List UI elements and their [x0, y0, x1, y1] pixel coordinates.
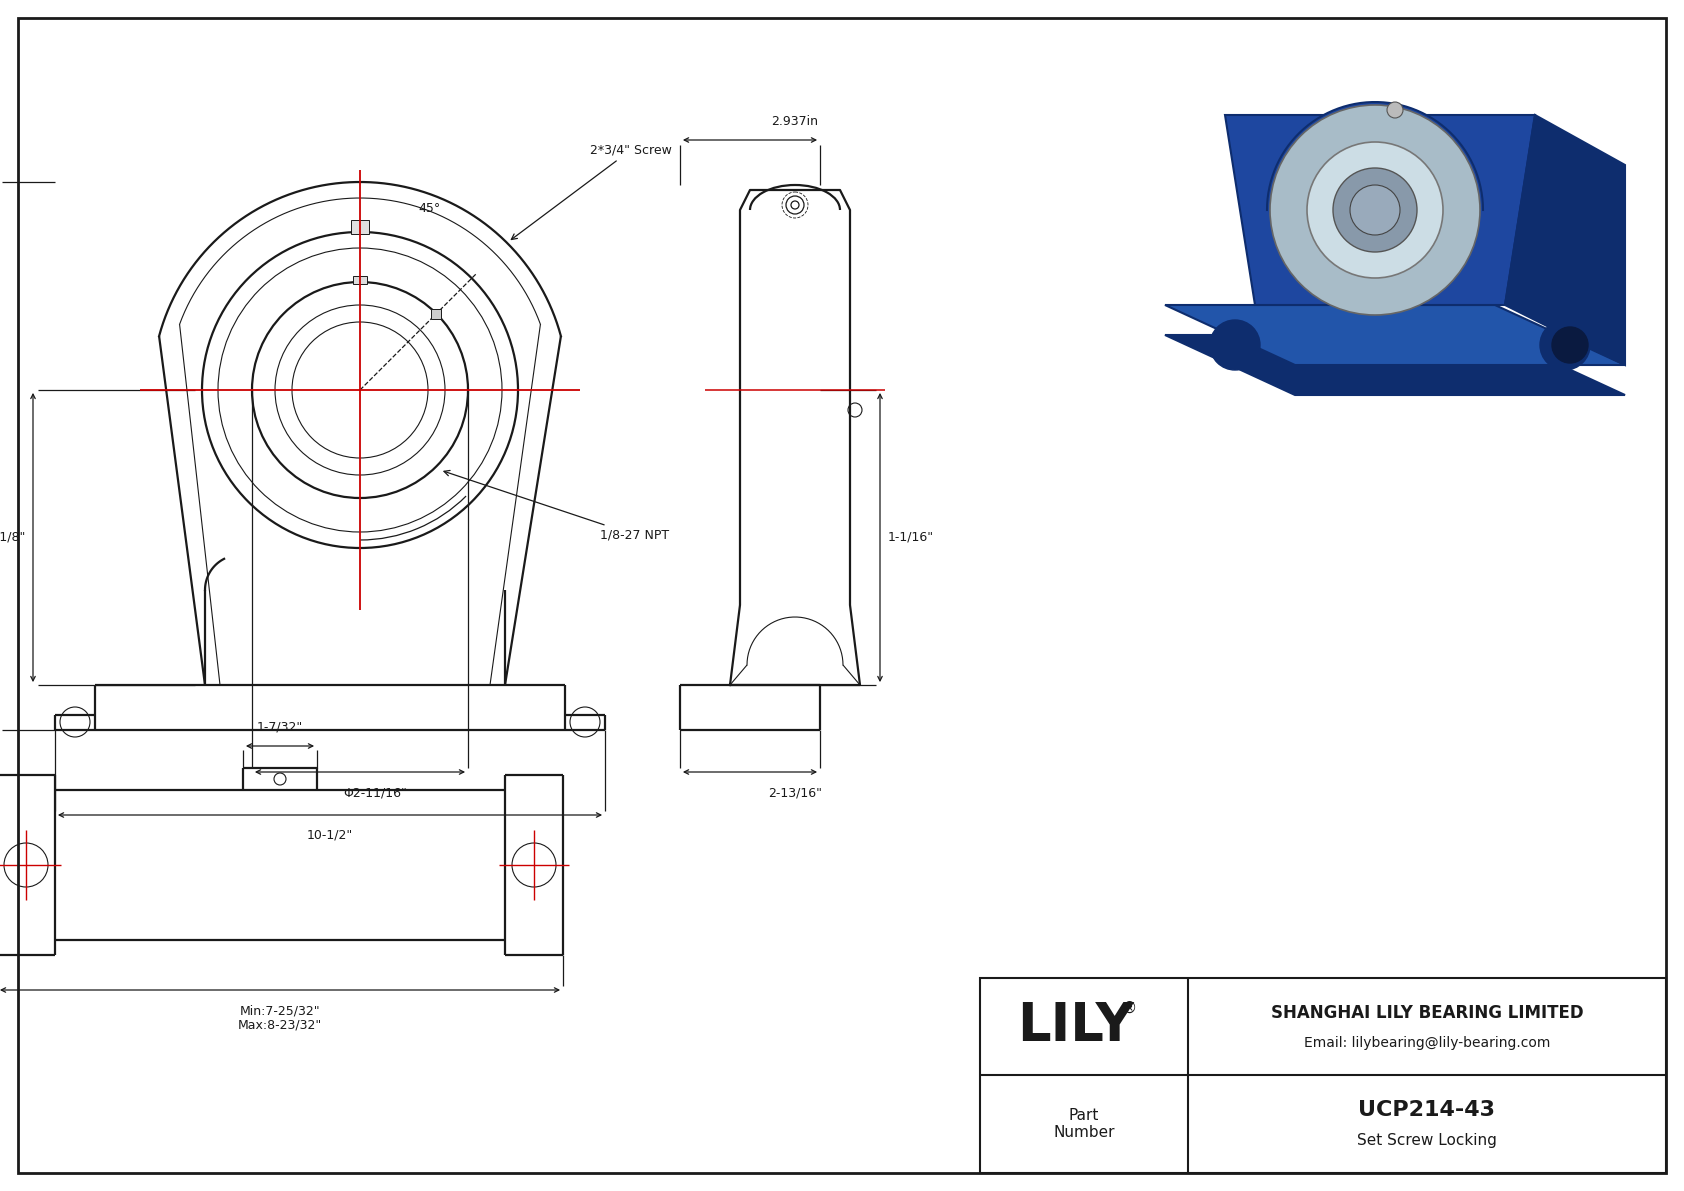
Bar — [431, 308, 441, 319]
Text: UCP214-43: UCP214-43 — [1359, 1100, 1495, 1120]
Circle shape — [1553, 328, 1588, 363]
Text: 10-1/2": 10-1/2" — [306, 829, 354, 842]
Text: 1-1/16": 1-1/16" — [887, 531, 935, 544]
Circle shape — [1388, 102, 1403, 118]
Text: Set Screw Locking: Set Screw Locking — [1357, 1133, 1497, 1147]
Polygon shape — [1165, 305, 1625, 364]
Text: Φ2-11/16": Φ2-11/16" — [344, 786, 408, 799]
Text: ®: ® — [1122, 1000, 1138, 1016]
Text: 1-7/32": 1-7/32" — [258, 721, 303, 734]
Text: 2.937in: 2.937in — [771, 116, 818, 127]
Bar — [354, 276, 367, 283]
Circle shape — [1351, 185, 1399, 235]
Text: LILY: LILY — [1017, 1000, 1135, 1052]
Circle shape — [1307, 142, 1443, 278]
Polygon shape — [1505, 116, 1625, 364]
Text: Min:7-25/32": Min:7-25/32" — [239, 1004, 320, 1017]
Text: 1/8-27 NPT: 1/8-27 NPT — [445, 470, 669, 542]
Text: Part
Number: Part Number — [1052, 1108, 1115, 1140]
Text: 2*3/4" Screw: 2*3/4" Screw — [512, 143, 672, 239]
Circle shape — [1270, 105, 1480, 314]
Text: SHANGHAI LILY BEARING LIMITED: SHANGHAI LILY BEARING LIMITED — [1271, 1004, 1583, 1022]
Bar — [350, 220, 369, 233]
Polygon shape — [1165, 335, 1625, 395]
Circle shape — [1539, 320, 1590, 370]
Text: 2-13/16": 2-13/16" — [768, 786, 822, 799]
Text: Max:8-23/32": Max:8-23/32" — [237, 1018, 322, 1031]
Polygon shape — [1224, 116, 1536, 305]
Circle shape — [1334, 168, 1416, 252]
Text: 3-1/8": 3-1/8" — [0, 531, 25, 544]
Circle shape — [1211, 320, 1260, 370]
Text: 45°: 45° — [418, 202, 440, 216]
Text: Email: lilybearing@lily-bearing.com: Email: lilybearing@lily-bearing.com — [1303, 1036, 1551, 1050]
Bar — [980, 978, 1665, 1173]
